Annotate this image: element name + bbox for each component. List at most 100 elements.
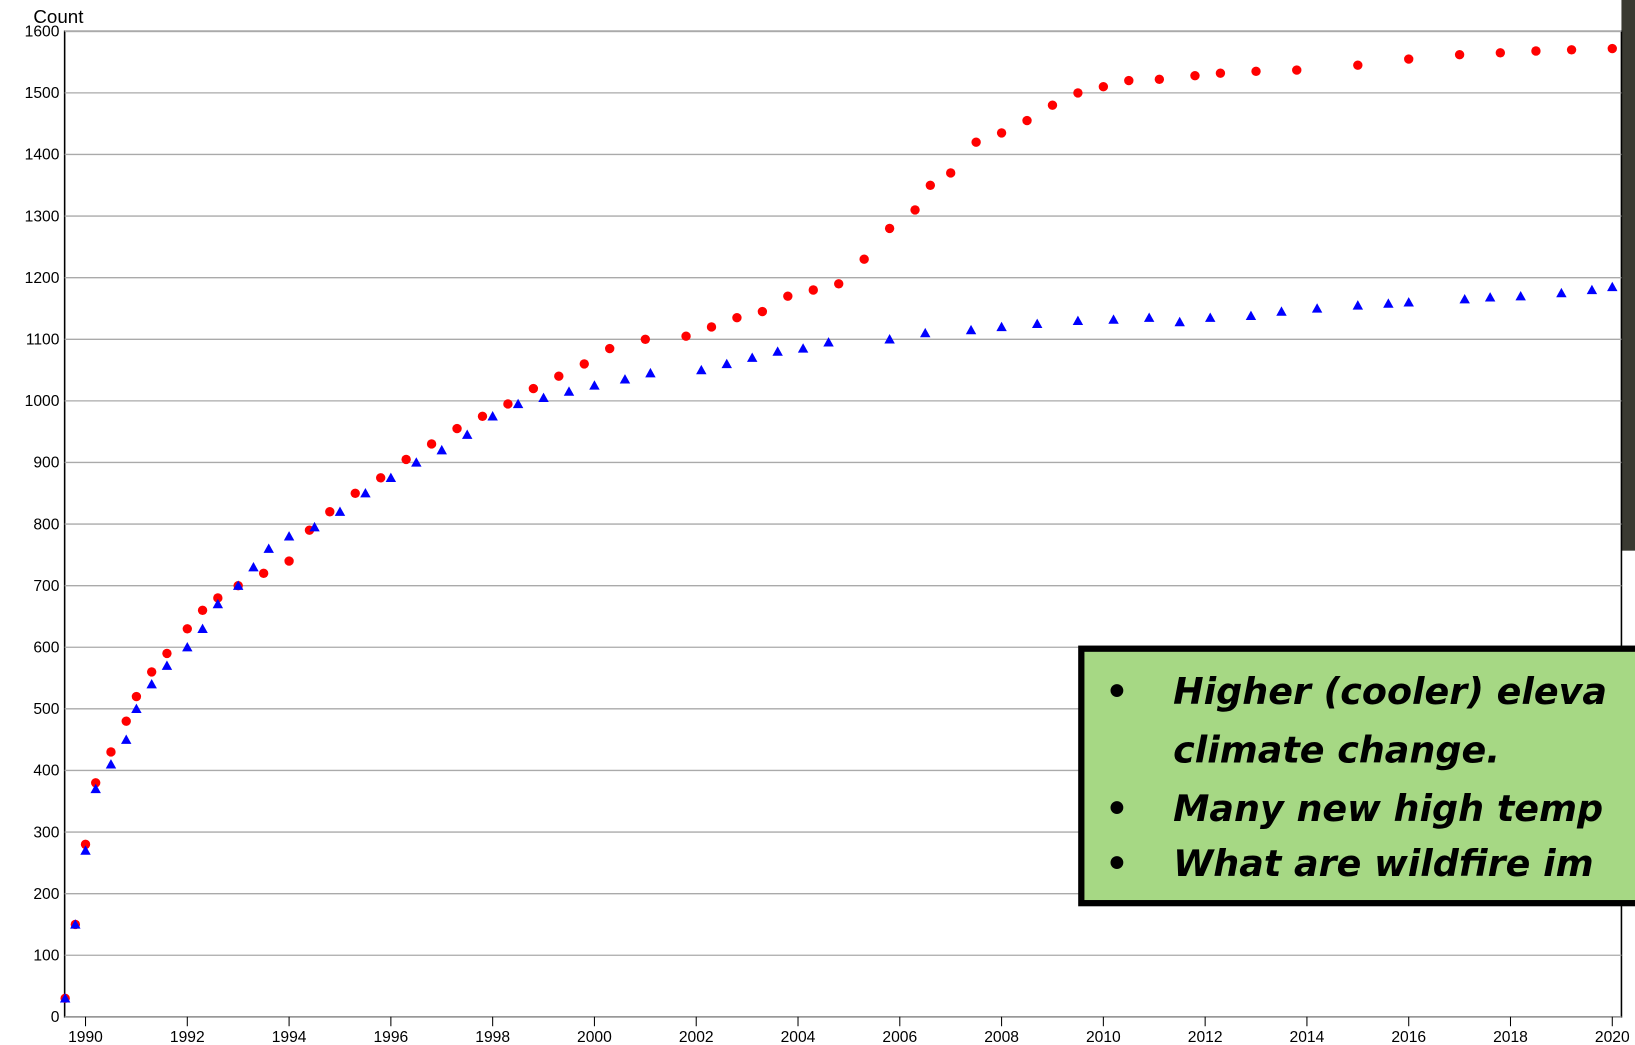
point: [437, 445, 447, 454]
point: [1607, 282, 1617, 291]
point: [1515, 291, 1525, 300]
point: [707, 322, 716, 331]
point: [132, 692, 141, 701]
y-tick-label: 200: [33, 886, 59, 903]
point: [106, 747, 115, 756]
point: [538, 393, 548, 402]
note-line: What are wildfire im: [1173, 842, 1594, 885]
x-tick-label: 2000: [577, 1029, 612, 1045]
x-tick-label: 2012: [1188, 1029, 1223, 1045]
point: [605, 344, 614, 353]
point: [487, 411, 497, 420]
point: [401, 455, 410, 464]
point: [1099, 82, 1108, 91]
bullet: •: [1105, 787, 1128, 830]
y-tick-label: 1600: [25, 24, 60, 41]
y-tick-label: 1400: [25, 147, 60, 164]
point: [645, 368, 655, 377]
point: [427, 439, 436, 448]
point: [147, 667, 156, 676]
point: [284, 531, 294, 540]
x-tick-label: 2014: [1290, 1029, 1325, 1045]
point: [722, 359, 732, 368]
note-line: climate change.: [1173, 728, 1500, 771]
point: [641, 335, 650, 344]
point: [1022, 116, 1031, 125]
point: [1216, 68, 1225, 77]
point: [1190, 71, 1199, 80]
y-tick-label: 700: [33, 578, 59, 595]
point: [885, 224, 894, 233]
point: [1556, 288, 1566, 297]
point: [1073, 88, 1082, 97]
point: [183, 624, 192, 633]
x-tick-label: 2008: [984, 1029, 1019, 1045]
point: [1124, 76, 1133, 85]
x-tick-label: 2018: [1493, 1029, 1528, 1045]
point: [696, 365, 706, 374]
y-tick-label: 100: [33, 947, 59, 964]
point: [197, 624, 207, 633]
point: [248, 562, 258, 571]
point: [997, 128, 1006, 137]
point: [1108, 314, 1118, 323]
note-line: Many new high temp: [1173, 787, 1603, 830]
point: [554, 372, 563, 381]
x-tick-label: 1998: [475, 1029, 510, 1045]
point: [478, 412, 487, 421]
point: [996, 322, 1006, 331]
y-tick-label: 1300: [25, 208, 60, 225]
point: [681, 332, 690, 341]
point: [259, 569, 268, 578]
point: [1205, 312, 1215, 321]
y-tick-label: 600: [33, 639, 59, 656]
point: [1353, 60, 1362, 69]
point: [325, 507, 334, 516]
x-tick-label: 1992: [170, 1029, 205, 1045]
point: [966, 325, 976, 334]
point: [1404, 297, 1414, 306]
chart: Count 0100200300400500600700800900100011…: [0, 0, 1635, 1045]
point: [971, 137, 980, 146]
point: [503, 399, 512, 408]
y-tick-label: 500: [33, 701, 59, 718]
point: [823, 337, 833, 346]
point: [580, 359, 589, 368]
point: [452, 424, 461, 433]
point: [386, 473, 396, 482]
point: [162, 661, 172, 670]
point: [564, 386, 574, 395]
x-tick-label: 2010: [1086, 1029, 1121, 1045]
y-tick-label: 0: [51, 1009, 60, 1026]
point: [1155, 75, 1164, 84]
point: [910, 205, 919, 214]
y-tick-label: 400: [33, 763, 59, 780]
point: [1353, 300, 1363, 309]
x-tick-label: 2002: [679, 1029, 714, 1045]
x-tick-label: 1990: [68, 1029, 103, 1045]
point: [920, 328, 930, 337]
point: [122, 716, 131, 725]
bullet: •: [1105, 842, 1128, 885]
y-tick-label: 1500: [25, 85, 60, 102]
point: [1251, 67, 1260, 76]
x-tick-label: 2020: [1595, 1029, 1630, 1045]
y-tick-label: 800: [33, 516, 59, 533]
y-tick-label: 1000: [25, 393, 60, 410]
point: [351, 489, 360, 498]
x-tick-label: 1996: [373, 1029, 408, 1045]
point: [758, 307, 767, 316]
point: [1404, 54, 1413, 63]
point: [1496, 48, 1505, 57]
point: [360, 488, 370, 497]
point: [1531, 46, 1540, 55]
point: [198, 606, 207, 615]
point: [589, 380, 599, 389]
point: [1608, 44, 1617, 53]
y-tick-label: 900: [33, 455, 59, 472]
point: [1246, 311, 1256, 320]
point: [529, 384, 538, 393]
point: [106, 759, 116, 768]
point: [284, 556, 293, 565]
point: [1048, 101, 1057, 110]
